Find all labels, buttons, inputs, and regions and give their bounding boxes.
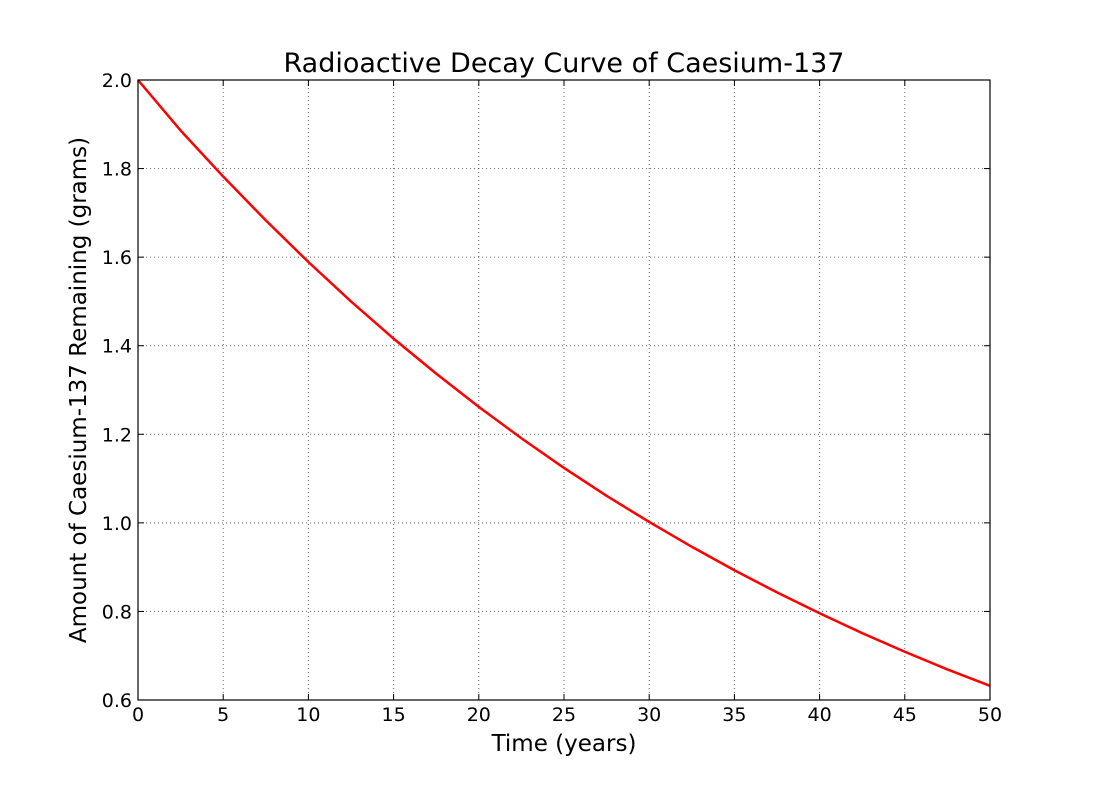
y-tick-label: 1.8 <box>102 159 132 181</box>
x-tick-label: 45 <box>893 704 917 726</box>
y-tick-label: 1.6 <box>102 247 132 269</box>
x-tick-label: 15 <box>382 704 406 726</box>
x-tick-label: 50 <box>978 704 1002 726</box>
y-axis-label: Amount of Caesium-137 Remaining (grams) <box>66 137 92 643</box>
y-tick-label: 1.0 <box>102 513 132 535</box>
y-tick-label: 2.0 <box>102 70 132 92</box>
x-tick-label: 20 <box>467 704 491 726</box>
x-tick-label: 25 <box>552 704 576 726</box>
series-layer <box>137 79 991 687</box>
x-tick-label: 40 <box>808 704 832 726</box>
x-tick-label: 10 <box>296 704 320 726</box>
grid-layer <box>138 80 990 700</box>
x-tick-label: 0 <box>132 704 144 726</box>
x-tick-label: 30 <box>637 704 661 726</box>
y-tick-label: 1.4 <box>102 336 132 358</box>
chart-title: Radioactive Decay Curve of Caesium-137 <box>284 48 845 79</box>
x-tick-label: 35 <box>722 704 746 726</box>
y-tick-label: 0.8 <box>102 601 132 623</box>
x-tick-label: 5 <box>217 704 229 726</box>
y-tick-label: 0.6 <box>102 690 132 712</box>
y-tick-label: 1.2 <box>102 424 132 446</box>
x-axis-label: Time (years) <box>491 731 637 757</box>
decay-curve-line <box>137 79 991 687</box>
tick-layer: 0 5 10 15 20 25 30 35 40 45 50 0.6 0.8 1.0 1.2 1.4 1.6 1.… <box>102 70 1002 726</box>
